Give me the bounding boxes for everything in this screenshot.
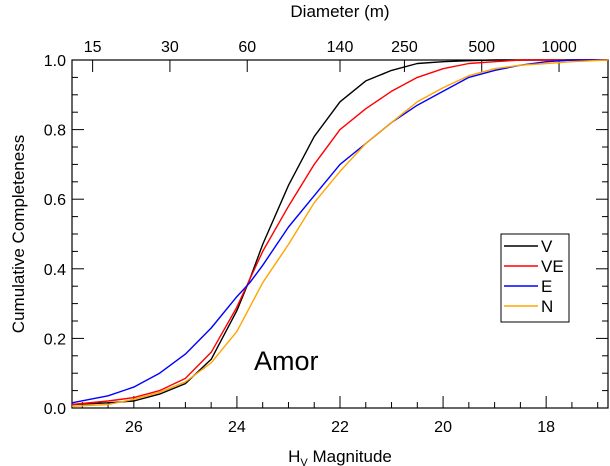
- legend-label-e: E: [541, 277, 552, 296]
- y-tick-label: 1.0: [44, 53, 66, 70]
- top-tick-label: 60: [238, 39, 256, 56]
- x-axis-label-sub: V: [300, 457, 308, 466]
- annotation-amor: Amor: [254, 346, 319, 376]
- y-tick-label: 0.4: [44, 262, 66, 279]
- series-line-e: [71, 59, 608, 404]
- y-tick-label: 0.2: [44, 331, 66, 348]
- y-axis-label: Cumulative Completeness: [9, 135, 28, 333]
- x-tick-label: 20: [434, 419, 452, 436]
- series-line-v: [71, 59, 608, 406]
- top-tick-label: 140: [327, 39, 354, 56]
- x-axis-label: HV Magnitude: [288, 447, 392, 466]
- x-tick-label: 18: [537, 419, 555, 436]
- top-tick-label: 1000: [541, 39, 577, 56]
- x-tick-label: 22: [331, 419, 349, 436]
- legend-label-n: N: [541, 297, 553, 316]
- top-tick-label: 30: [161, 39, 179, 56]
- x-tick-label: 26: [125, 419, 143, 436]
- y-tick-label: 0.0: [44, 401, 66, 418]
- x-axis-label-tail: Magnitude: [308, 447, 392, 466]
- x-tick-label: 24: [228, 419, 246, 436]
- series-line-ve: [71, 59, 608, 406]
- series-layer: [71, 59, 609, 407]
- y-tick-label: 0.6: [44, 192, 66, 209]
- legend-label-v: V: [541, 237, 553, 256]
- top-tick-label: 15: [84, 39, 102, 56]
- top-tick-label: 250: [391, 39, 418, 56]
- series-line-n: [71, 59, 609, 407]
- axis-ticks: 26 24 22 20 18 15 30 60 140 250 500 1000 0.0 0.2 0.4 0.…: [44, 39, 608, 436]
- top-tick-label: 500: [468, 39, 495, 56]
- top-axis-label: Diameter (m): [290, 2, 389, 21]
- legend-box: [500, 233, 570, 323]
- legend-label-ve: VE: [541, 257, 564, 276]
- y-tick-label: 0.8: [44, 123, 66, 140]
- x-axis-label-main: H: [288, 447, 300, 466]
